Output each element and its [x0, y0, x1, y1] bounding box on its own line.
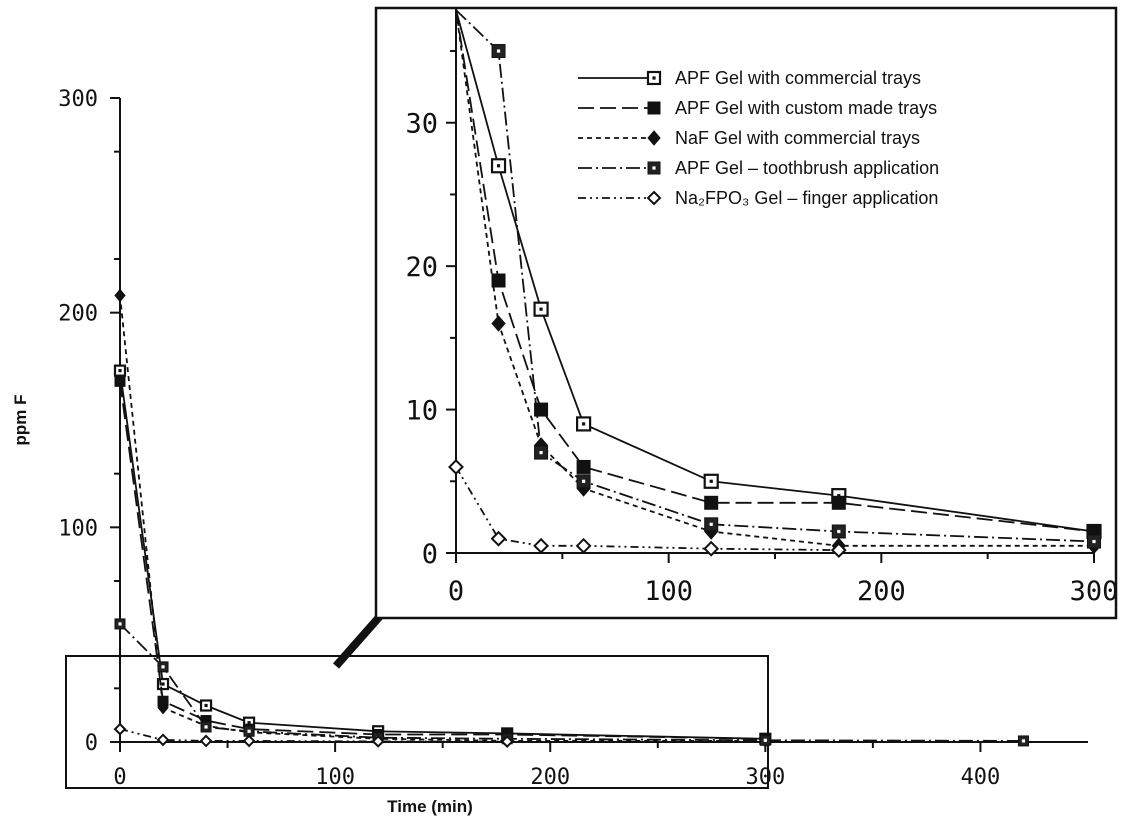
- main-series-3-point-6-center: [763, 738, 767, 742]
- inset-series-1-point-1: [491, 273, 506, 288]
- legend-label-3: APF Gel – toothbrush application: [675, 158, 939, 178]
- inset-x-tick-label-0: 0: [448, 576, 464, 607]
- main-x-tick-label-3: 300: [745, 765, 785, 790]
- inset-series-3-point-5-center: [837, 529, 841, 534]
- inset-series-1-point-5: [831, 495, 846, 510]
- main-y-axis-label: ppm F: [11, 395, 30, 446]
- main-series-3-point-7-center: [1021, 739, 1026, 743]
- main-x-tick-label-2: 200: [530, 765, 570, 790]
- main-series-4-point-1: [156, 733, 170, 747]
- main-series-0-point-0-center: [118, 369, 122, 373]
- inset-series-4-line: [455, 466, 839, 551]
- legend-marker-4: [646, 190, 662, 206]
- main-y-tick-label-0: 0: [85, 731, 98, 756]
- main-y-tick-label-1: 100: [58, 516, 98, 541]
- inset-series-0-point-2-center: [539, 307, 543, 311]
- legend-item-0: APF Gel with commercial trays: [578, 68, 921, 88]
- inset-series-3-point-1-center: [496, 49, 501, 53]
- inset-series-group: [448, 9, 1102, 559]
- legend-label-1: APF Gel with custom made trays: [675, 98, 937, 118]
- inset-series-3-point-2-center: [539, 451, 543, 455]
- legend-label-4: Na₂FPO₃ Gel – finger application: [675, 188, 938, 208]
- inset-y-tick-label-0: 0: [422, 539, 438, 570]
- legend-item-4: Na₂FPO₃ Gel – finger application: [578, 188, 938, 208]
- inset-series-3-point-4-center: [709, 522, 713, 526]
- legend-item-3: APF Gel – toothbrush application: [578, 158, 939, 178]
- main-x-tick-label-4: 400: [961, 765, 1001, 790]
- main-axes: [119, 98, 1088, 743]
- main-series-1-point-0: [114, 375, 126, 387]
- legend: APF Gel with commercial trays APF Gel wit…: [578, 68, 939, 208]
- main-series-4-line: [119, 728, 508, 743]
- inset-y-ticks: 0 10 20 30: [405, 50, 456, 570]
- legend-label-0: APF Gel with commercial trays: [675, 68, 921, 88]
- zoom-region-frame: [65, 655, 769, 789]
- main-x-tick-label-0: 0: [113, 765, 126, 790]
- inset-series-2-point-1: [491, 315, 506, 332]
- main-series-group: [113, 288, 1029, 748]
- main-series-2-point-0: [114, 288, 126, 303]
- inset-x-ticks: 0 100 200 300: [448, 553, 1119, 607]
- legend-marker-2: [647, 130, 661, 146]
- main-series-4-point-3: [242, 734, 256, 748]
- inset-y-tick-label-2: 20: [405, 252, 438, 283]
- inset-x-tick-label-1: 100: [644, 576, 693, 607]
- main-series-0-point-1-center: [161, 682, 165, 686]
- main-series-3-point-2-center: [204, 725, 208, 729]
- legend-marker-3-center: [652, 166, 656, 170]
- inset-series-0-point-1-center: [496, 164, 501, 168]
- main-x-ticks: 0 100 200 300 400: [113, 742, 1000, 790]
- legend-marker-1: [647, 101, 661, 115]
- main-series-4-point-0: [113, 722, 127, 736]
- inset-series-0-point-4-center: [709, 479, 713, 483]
- legend-item-1: APF Gel with custom made trays: [578, 98, 937, 118]
- inset-series-1: [455, 9, 1101, 539]
- main-series-3: [114, 618, 1029, 747]
- main-series-3-point-3-center: [247, 729, 251, 733]
- main-series-4-point-4: [371, 734, 385, 748]
- main-series-3-point-1-center: [161, 665, 165, 669]
- inset-y-tick-label-1: 10: [405, 396, 438, 427]
- inset-series-4-point-4: [703, 540, 720, 557]
- inset-y-tick-label-3: 30: [405, 109, 438, 140]
- inset-series-4-point-3: [575, 537, 592, 554]
- main-series-0-point-3-center: [247, 721, 251, 725]
- inset-series-3-point-6-center: [1092, 539, 1096, 544]
- inset-series-0-point-3-center: [582, 422, 586, 426]
- inset-x-tick-label-2: 200: [857, 576, 906, 607]
- inset-series-1-point-4: [704, 495, 719, 510]
- main-x-tick-label-1: 100: [315, 765, 355, 790]
- legend-label-2: NaF Gel with commercial trays: [675, 128, 920, 148]
- main-series-4-point-5: [500, 735, 514, 748]
- legend-item-2: NaF Gel with commercial trays: [578, 128, 920, 148]
- main-series-3-point-0-center: [118, 622, 122, 626]
- inset-series-4-point-2: [533, 537, 549, 554]
- main-y-tick-label-2: 200: [58, 302, 98, 327]
- inset-series-4-point-0: [448, 459, 464, 475]
- inset-series-4-point-5: [830, 542, 847, 559]
- main-series-2-point-1: [157, 700, 169, 715]
- main-series-3-line: [119, 623, 1024, 742]
- inset-series-3-point-3-center: [582, 479, 586, 483]
- inset-frame: [374, 6, 1118, 620]
- main-series-4-point-2: [199, 734, 213, 748]
- inset-series-4-point-1: [490, 530, 507, 547]
- main-y-ticks: 0 100 200 300: [58, 87, 120, 756]
- main-x-axis-label: Time (min): [387, 797, 473, 816]
- main-y-tick-label-3: 300: [58, 87, 98, 112]
- inset-series-1-point-3: [576, 459, 591, 474]
- main-series-0-point-2-center: [204, 703, 208, 708]
- inset-series-4: [448, 459, 847, 559]
- main-series-4: [113, 722, 514, 748]
- inset-series-3: [455, 9, 1101, 549]
- inset-series-0-point-5-center: [837, 494, 841, 498]
- legend-marker-0-center: [652, 76, 656, 80]
- inset-x-tick-label-3: 300: [1070, 576, 1119, 607]
- inset-series-1-point-2: [534, 402, 549, 417]
